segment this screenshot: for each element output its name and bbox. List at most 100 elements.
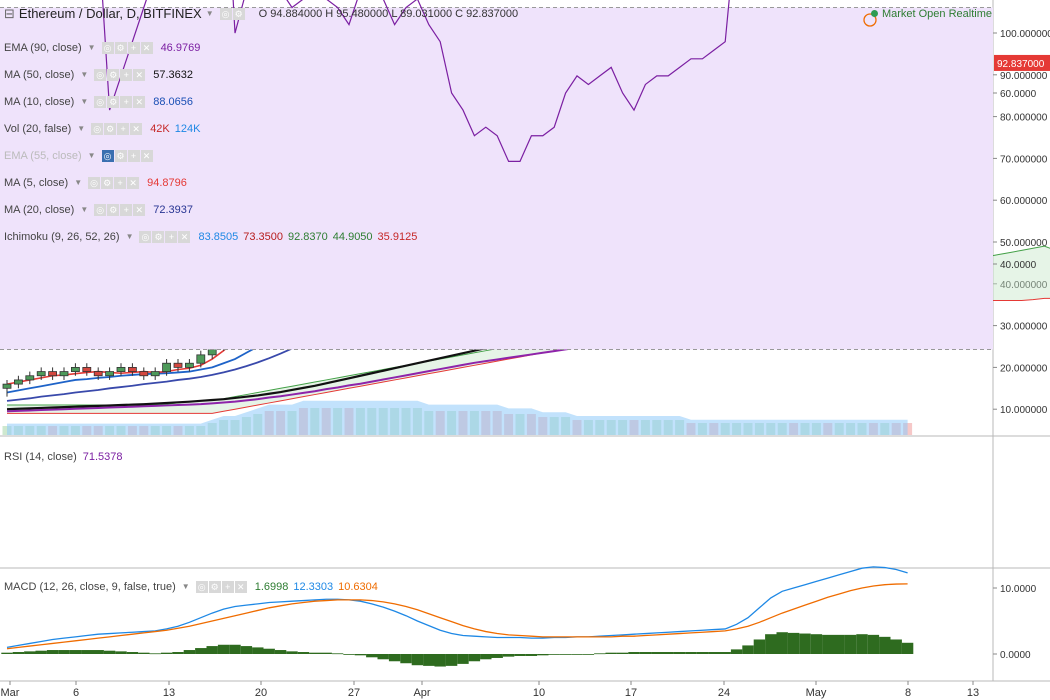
macd-histogram-bar (400, 654, 412, 664)
price-tick-label: 20.000000 (1000, 363, 1048, 374)
macd-histogram-bar (799, 633, 811, 654)
macd-line (6, 566, 908, 649)
macd-histogram-bar (810, 634, 823, 654)
macd-histogram-bar (901, 642, 914, 654)
indicator-legend: Vol (20, false) ▼ ◎ ⚙ + ✕ 42K 124K (4, 120, 205, 138)
macd-controls[interactable]: ◎ ⚙ + ✕ (195, 581, 247, 593)
x-tick-label: 13 (967, 687, 979, 699)
chevron-down-icon[interactable]: ▼ (77, 124, 86, 133)
x-tick-label: 17 (625, 687, 637, 699)
indicator-controls[interactable]: ◎ ⚙ + ✕ (101, 42, 153, 54)
macd-histogram-bar (662, 652, 674, 654)
macd-histogram-bar (628, 652, 640, 654)
macd-histogram-bar (149, 653, 161, 655)
indicator-value: 42K (150, 123, 170, 135)
indicator-controls[interactable]: ◎ ⚙ + ✕ (91, 123, 143, 135)
macd-histogram-bar (445, 654, 458, 666)
macd-histogram-bar (46, 650, 59, 654)
chevron-down-icon[interactable]: ▼ (205, 9, 214, 18)
indicator-controls[interactable]: ◎ ⚙ + ✕ (94, 204, 146, 216)
market-status: Market Open Realtime (870, 8, 992, 20)
candle-body (25, 375, 35, 381)
macd-histogram-bar (103, 650, 116, 654)
candle-body (184, 362, 194, 368)
x-tick-label: 24 (718, 687, 730, 699)
price-tick-label: 80.000000 (1000, 113, 1048, 124)
chevron-down-icon[interactable]: ▼ (74, 178, 83, 187)
macd-histogram-bar (480, 654, 492, 660)
x-tick-label: 10 (533, 687, 545, 699)
macd-histogram-bar (115, 651, 127, 654)
macd-histogram-bar (559, 654, 572, 655)
macd-histogram-bar (673, 652, 686, 654)
macd-histogram-bar (719, 652, 731, 654)
price-tick-label: 30.000000 (1000, 322, 1048, 333)
macd-histogram-bar (92, 650, 104, 654)
macd-histogram-bar (685, 652, 697, 654)
macd-histogram-bar (616, 652, 629, 654)
macd-histogram-bar (366, 654, 378, 658)
indicator-value: 35.9125 (377, 231, 418, 243)
macd-histogram-bar (423, 654, 435, 666)
indicator-controls[interactable]: ◎ ⚙ + ✕ (101, 150, 153, 162)
macd-histogram-bar (320, 652, 332, 654)
macd-histogram-bar (651, 652, 663, 654)
rsi-tick-label: 40.0000 (1000, 260, 1037, 271)
indicator-value: 124K (174, 123, 201, 135)
rsi-label: RSI (14, close) (4, 451, 77, 463)
chevron-down-icon[interactable]: ▼ (87, 151, 96, 160)
chevron-down-icon[interactable]: ▼ (87, 43, 96, 52)
macd-histogram-bar (263, 648, 275, 654)
macd-histogram-bar (548, 654, 560, 655)
macd-histogram-bar (229, 644, 241, 654)
symbol-controls[interactable]: ◎ ⚙ (219, 8, 245, 20)
indicator-legend: MA (10, close) ▼ ◎ ⚙ + ✕ 88.0656 (4, 93, 198, 111)
macd-histogram-bar (286, 651, 298, 654)
macd-histogram-bar (491, 654, 503, 658)
candle-body (71, 366, 80, 372)
macd-tick-label: 10.0000 (1000, 584, 1037, 595)
macd-signal-line (6, 583, 908, 650)
indicator-controls[interactable]: ◎ ⚙ + ✕ (94, 96, 146, 108)
chevron-down-icon[interactable]: ▼ (80, 70, 89, 79)
macd-line-value: 12.3303 (293, 581, 334, 593)
collapse-icon[interactable]: ⊟ (4, 6, 15, 21)
rsi-line (102, 0, 730, 162)
macd-signal-value: 10.6304 (338, 581, 378, 593)
macd-histogram-bar (776, 632, 788, 654)
macd-hist-value: 1.6998 (254, 581, 289, 593)
symbol-title: Ethereum / Dollar, D, BITFINEX (18, 6, 202, 21)
candle-body (139, 371, 149, 377)
price-tick-label: 50.000000 (1000, 238, 1048, 249)
indicator-value: 92.8370 (288, 231, 328, 243)
macd-histogram-bar (571, 654, 583, 655)
macd-histogram-bar (639, 652, 652, 654)
macd-histogram-bar (172, 652, 184, 654)
price-tick-label: 40.000000 (1000, 280, 1048, 291)
indicator-value: 46.9769 (160, 42, 201, 54)
indicator-controls[interactable]: ◎ ⚙ + ✕ (88, 177, 140, 189)
chevron-down-icon[interactable]: ▼ (80, 205, 89, 214)
price-tick-label: 70.000000 (1000, 154, 1048, 165)
chevron-down-icon[interactable]: ▼ (80, 97, 89, 106)
candle-body (13, 379, 23, 385)
chevron-down-icon[interactable]: ▼ (181, 582, 190, 591)
macd-histogram-bar (35, 650, 47, 654)
macd-histogram-bar (240, 646, 253, 654)
chevron-down-icon[interactable]: ▼ (125, 232, 134, 241)
ohlc-values: O 94.884000 H 95.480000 L 89.031000 C 92… (258, 8, 519, 20)
macd-histogram-bar (514, 654, 526, 656)
x-tick-label: May (806, 687, 827, 699)
indicator-controls[interactable]: ◎ ⚙ + ✕ (94, 69, 146, 81)
indicator-value: 57.3632 (153, 69, 193, 81)
macd-histogram-bar (388, 654, 401, 662)
indicator-controls[interactable]: ◎ ⚙ + ✕ (139, 231, 191, 243)
macd-histogram-bar (434, 654, 446, 667)
macd-histogram-bar (708, 652, 720, 654)
indicator-label: MA (50, close) (4, 69, 75, 81)
macd-histogram-bar (753, 639, 766, 654)
candle-body (36, 371, 46, 377)
indicator-value: 73.3500 (243, 231, 284, 243)
candle-body (162, 362, 172, 372)
